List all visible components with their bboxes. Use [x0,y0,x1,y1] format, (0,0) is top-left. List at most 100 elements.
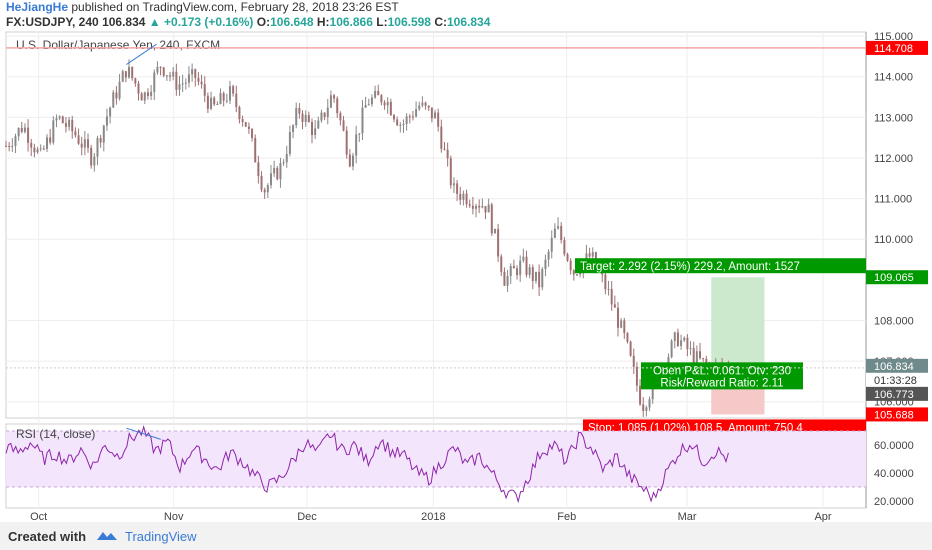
target-price-tag: 109.065 [874,272,914,284]
candle-body [131,66,134,79]
last-price-tag-box [866,358,928,373]
candle-body [421,102,424,106]
candle-body [452,183,455,186]
author-name[interactable]: HeJiangHe [6,0,69,14]
candle-body [124,71,127,78]
candle-body [307,115,310,122]
ohlc-line: FX:USDJPY, 240 106.834 ▲ +0.173 (+0.16%)… [6,15,490,29]
candle-body [632,355,635,367]
candle-body [27,127,30,143]
candle-body [90,147,93,166]
candle-body [197,77,200,82]
x-tick-label: Apr [814,511,831,522]
candle-body [683,337,686,341]
candle-body [538,271,541,288]
candle-body [235,93,238,108]
candle-body [42,148,45,150]
candle-body [203,84,206,96]
candle-body [506,276,509,286]
trend-line [126,43,157,65]
candle-body [30,142,33,148]
candle-body [222,93,225,101]
candle-body [689,348,692,350]
candle-body [137,83,140,94]
rsi-y-tick-label: 40.0000 [874,468,914,480]
candle-body [528,267,531,275]
candle-body [238,107,241,120]
candle-body [140,93,143,101]
candle-body [96,138,99,157]
candle-body [36,149,39,153]
candle-body [323,112,326,117]
resistance-tag [866,40,928,55]
rsi-y-tick-label: 60.0000 [874,440,914,452]
candle-body [415,109,418,117]
open-value: 106.648 [270,15,314,29]
symbol-label: FX:USDJPY, 240 [6,15,99,29]
candle-body [71,119,74,132]
candle-body [569,260,572,271]
candle-body [509,266,512,277]
publish-text: published on TradingView.com, February 2… [71,0,399,14]
candle-body [282,162,285,164]
candle-body [629,341,632,356]
candle-body [585,253,588,263]
candle-body [475,205,478,209]
candle-body [588,253,591,257]
candle-body [46,137,49,149]
candle-body [8,145,11,147]
tradingview-logo-icon[interactable] [95,528,119,544]
candle-body [150,91,153,96]
tradingview-brand[interactable]: TradingView [125,529,197,544]
candle-body [298,107,301,114]
candle-body [339,113,342,121]
x-tick-label: 2018 [421,511,445,522]
candle-body [553,228,556,238]
candle-body [465,193,468,205]
entry-price-tag-box [866,386,928,401]
candle-body [402,123,405,125]
candle-body [329,95,332,108]
entry-price-tag: 106.773 [874,389,914,401]
high-label: H: [316,15,330,29]
candle-body [260,175,263,190]
candle-body [228,86,231,101]
candle-body [534,271,537,281]
candle-body [172,71,175,77]
x-tick-label: Mar [678,511,697,522]
candle-body [178,84,181,90]
up-arrow-icon: ▲ [148,15,161,29]
candle-body [74,131,77,136]
high-value: 106.866 [329,15,373,29]
candle-body [134,78,137,84]
candle-body [247,126,250,129]
candle-body [484,206,487,213]
candle-body [512,266,515,269]
candle-body [219,93,222,105]
candle-body [702,358,705,360]
candle-body [310,121,313,136]
candle-body [705,358,708,365]
candle-body [443,148,446,150]
footer-bar: Created with TradingView [0,522,932,550]
last-price: 106.834 [102,15,146,29]
candle-body [269,173,272,186]
candle-body [607,288,610,290]
candle-body [434,112,437,119]
countdown-tag-box [866,372,928,387]
candle-body [670,340,673,358]
candle-body [304,115,307,122]
candle-body [77,135,80,144]
candle-body [575,274,578,276]
candle-body [244,122,247,127]
y-tick-label: 112.000 [874,153,913,165]
candle-body [232,86,235,94]
candle-body [295,107,298,126]
close-label: C: [434,15,447,29]
candle-body [279,163,282,180]
candle-body [449,158,452,186]
candle-body [83,139,86,148]
candle-body [626,333,629,342]
candle-body [380,95,383,103]
candle-body [181,83,184,85]
